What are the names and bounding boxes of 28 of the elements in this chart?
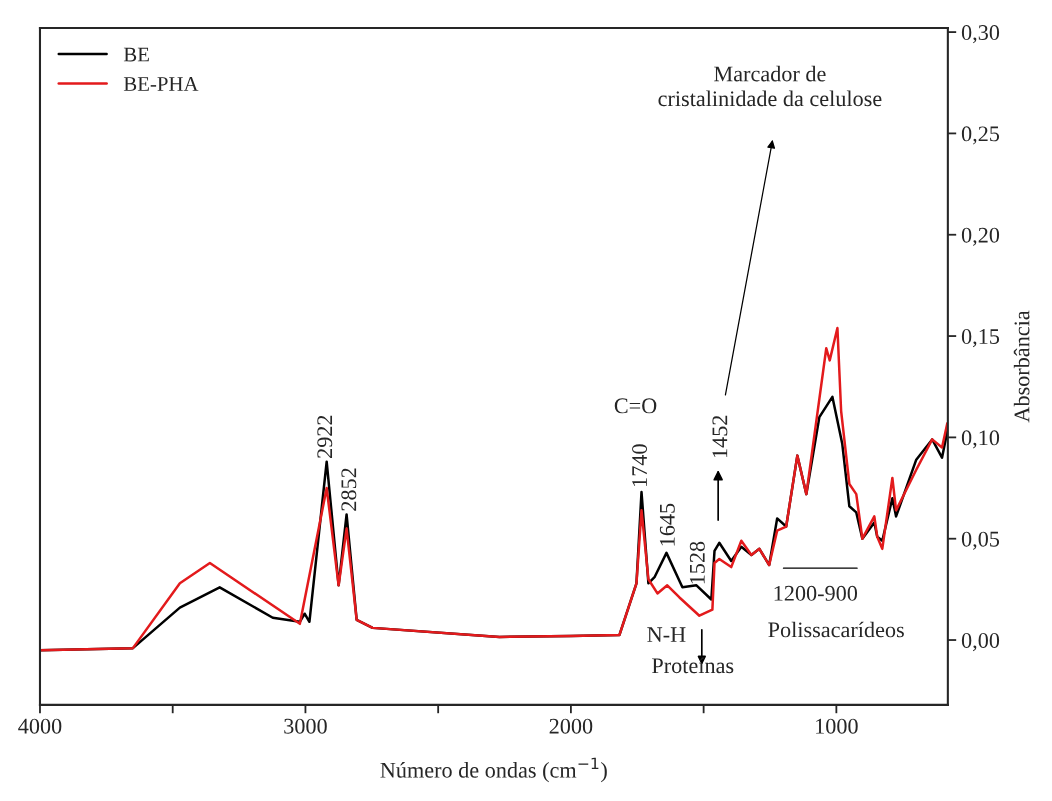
annotation: 1645 xyxy=(659,503,675,546)
y-axis-title: Absorbância xyxy=(1013,310,1030,423)
annotation: 2922 xyxy=(317,415,333,458)
annotation: 1200-900 xyxy=(774,585,858,601)
x-axis-title: Número de ondas (cm$^{−1}$) xyxy=(380,757,607,783)
annotation: 1452 xyxy=(712,415,728,458)
y-tick-label: 0,10 xyxy=(961,430,1000,449)
annotation: 1528 xyxy=(689,541,705,584)
y-tick-label: 0,00 xyxy=(961,632,1000,652)
annotation: N-H xyxy=(647,627,686,642)
y-tick-label: 0,05 xyxy=(961,531,1000,550)
line-series xyxy=(39,326,948,652)
annotation: C=O xyxy=(614,398,657,414)
y-tick-label: 0,15 xyxy=(961,328,1000,348)
annotation: Polissacarídeos xyxy=(768,621,904,638)
y-tick-label: 0,30 xyxy=(961,25,1000,44)
x-tick-label: 3000 xyxy=(284,718,327,734)
annotation: Marcador de cristalinidade da celulose xyxy=(658,65,882,107)
legend-label: BE-PHA xyxy=(123,77,199,91)
x-tick-label: 4000 xyxy=(18,718,62,734)
annotation: 1740 xyxy=(632,444,648,486)
annotation: 2852 xyxy=(341,468,357,511)
annotation: Proteínas xyxy=(652,657,734,674)
y-tick-label: 0,25 xyxy=(961,126,1000,145)
x-tick-label: 1000 xyxy=(816,718,858,734)
x-tick-label: 2000 xyxy=(549,718,593,734)
legend-label: BE xyxy=(123,47,149,62)
y-tick-label: 0,20 xyxy=(961,227,1000,246)
